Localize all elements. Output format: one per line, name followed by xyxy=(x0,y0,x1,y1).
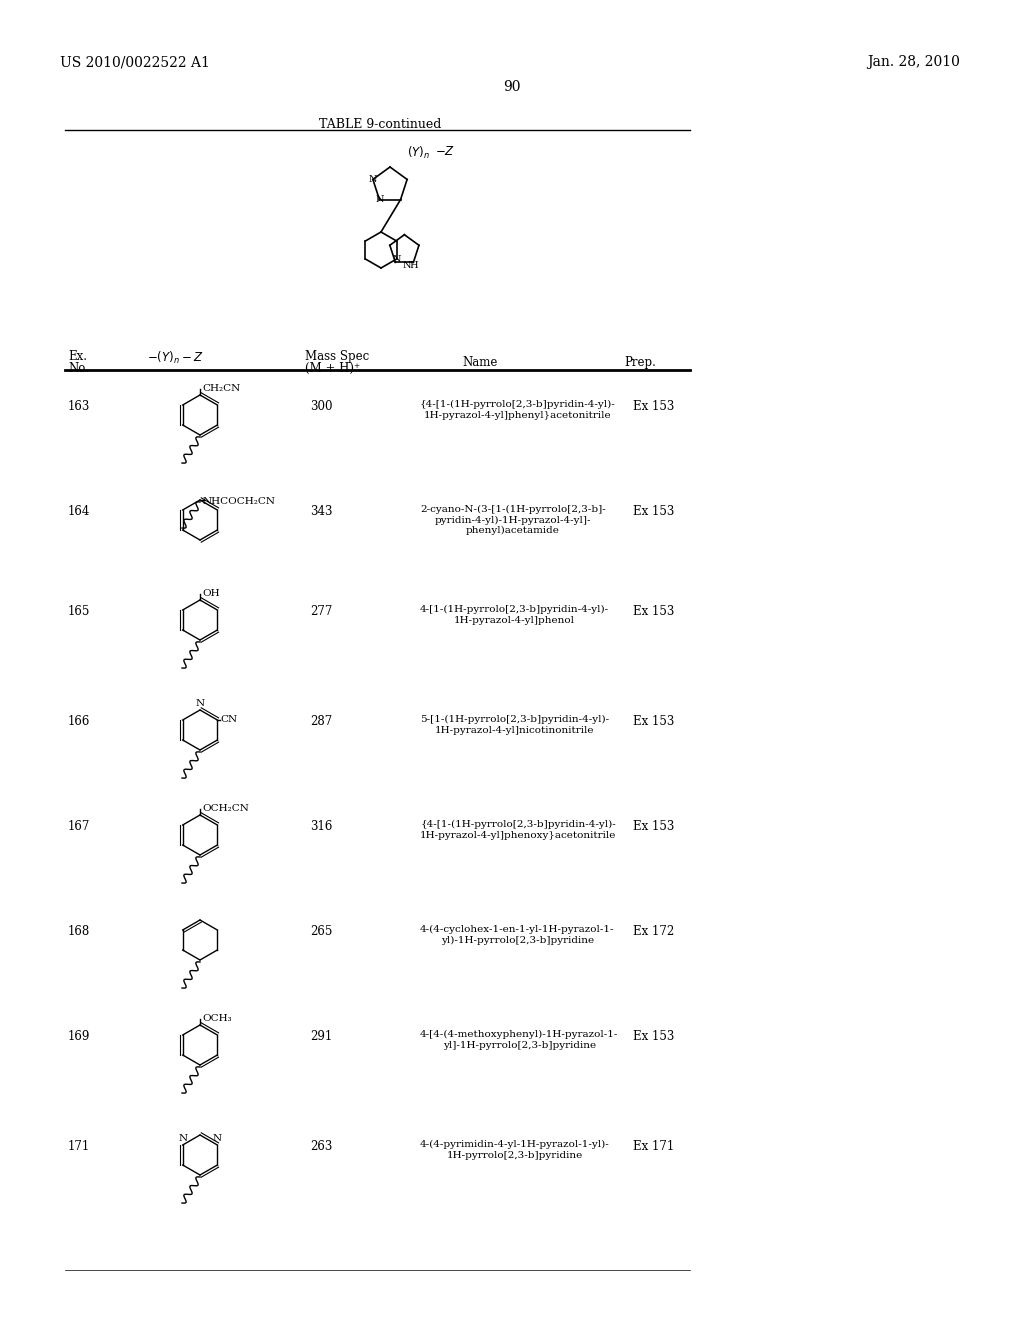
Text: 4-(4-cyclohex-1-en-1-yl-1H-pyrazol-1-
yl)-1H-pyrrolo[2,3-b]pyridine: 4-(4-cyclohex-1-en-1-yl-1H-pyrazol-1- yl… xyxy=(420,925,614,945)
Text: CN: CN xyxy=(220,715,238,725)
Text: 300: 300 xyxy=(310,400,333,413)
Text: N: N xyxy=(392,255,400,264)
Text: Ex 153: Ex 153 xyxy=(633,506,675,517)
Text: Ex 153: Ex 153 xyxy=(633,605,675,618)
Text: Ex 171: Ex 171 xyxy=(633,1140,674,1152)
Text: Mass Spec: Mass Spec xyxy=(305,350,370,363)
Text: N: N xyxy=(375,195,384,205)
Text: N: N xyxy=(196,700,205,708)
Text: $-(Y)_n-Z$: $-(Y)_n-Z$ xyxy=(146,350,204,366)
Text: 4-[1-(1H-pyrrolo[2,3-b]pyridin-4-yl)-
1H-pyrazol-4-yl]phenol: 4-[1-(1H-pyrrolo[2,3-b]pyridin-4-yl)- 1H… xyxy=(420,605,609,624)
Text: 165: 165 xyxy=(68,605,90,618)
Text: 291: 291 xyxy=(310,1030,332,1043)
Text: N: N xyxy=(402,261,412,269)
Text: 166: 166 xyxy=(68,715,90,729)
Text: (M + H)⁺: (M + H)⁺ xyxy=(305,362,360,375)
Text: N: N xyxy=(213,1134,222,1143)
Text: 167: 167 xyxy=(68,820,90,833)
Text: Jan. 28, 2010: Jan. 28, 2010 xyxy=(867,55,961,69)
Text: $-Z$: $-Z$ xyxy=(435,145,455,158)
Text: Ex 172: Ex 172 xyxy=(633,925,674,939)
Text: 90: 90 xyxy=(503,81,521,94)
Text: Ex 153: Ex 153 xyxy=(633,400,675,413)
Text: Ex.: Ex. xyxy=(68,350,87,363)
Text: NHCOCH₂CN: NHCOCH₂CN xyxy=(203,498,276,507)
Text: 2-cyano-N-(3-[1-(1H-pyrrolo[2,3-b]-
pyridin-4-yl)-1H-pyrazol-4-yl]-
phenyl)aceta: 2-cyano-N-(3-[1-(1H-pyrrolo[2,3-b]- pyri… xyxy=(420,506,606,535)
Text: 169: 169 xyxy=(68,1030,90,1043)
Text: 287: 287 xyxy=(310,715,332,729)
Text: 4-(4-pyrimidin-4-yl-1H-pyrazol-1-yl)-
1H-pyrrolo[2,3-b]pyridine: 4-(4-pyrimidin-4-yl-1H-pyrazol-1-yl)- 1H… xyxy=(420,1140,609,1159)
Text: 263: 263 xyxy=(310,1140,333,1152)
Text: 171: 171 xyxy=(68,1140,90,1152)
Text: 277: 277 xyxy=(310,605,333,618)
Text: TABLE 9-continued: TABLE 9-continued xyxy=(318,117,441,131)
Text: {4-[1-(1H-pyrrolo[2,3-b]pyridin-4-yl)-
1H-pyrazol-4-yl]phenyl}acetonitrile: {4-[1-(1H-pyrrolo[2,3-b]pyridin-4-yl)- 1… xyxy=(420,400,615,420)
Text: Name: Name xyxy=(462,356,498,370)
Text: 265: 265 xyxy=(310,925,333,939)
Text: OCH₂CN: OCH₂CN xyxy=(202,804,249,813)
Text: US 2010/0022522 A1: US 2010/0022522 A1 xyxy=(60,55,210,69)
Text: 316: 316 xyxy=(310,820,333,833)
Text: 163: 163 xyxy=(68,400,90,413)
Text: OH: OH xyxy=(202,589,219,598)
Text: {4-[1-(1H-pyrrolo[2,3-b]pyridin-4-yl)-
1H-pyrazol-4-yl]phenoxy}acetonitrile: {4-[1-(1H-pyrrolo[2,3-b]pyridin-4-yl)- 1… xyxy=(420,820,616,840)
Text: N: N xyxy=(178,1134,187,1143)
Text: 5-[1-(1H-pyrrolo[2,3-b]pyridin-4-yl)-
1H-pyrazol-4-yl]nicotinonitrile: 5-[1-(1H-pyrrolo[2,3-b]pyridin-4-yl)- 1H… xyxy=(420,715,609,734)
Text: OCH₃: OCH₃ xyxy=(202,1014,231,1023)
Text: 343: 343 xyxy=(310,506,333,517)
Text: No.: No. xyxy=(68,362,89,375)
Text: Prep.: Prep. xyxy=(624,356,656,370)
Text: CH₂CN: CH₂CN xyxy=(202,384,241,393)
Text: Ex 153: Ex 153 xyxy=(633,820,675,833)
Text: $(Y)_{n}$: $(Y)_{n}$ xyxy=(407,145,430,161)
Text: 4-[4-(4-methoxyphenyl)-1H-pyrazol-1-
yl]-1H-pyrrolo[2,3-b]pyridine: 4-[4-(4-methoxyphenyl)-1H-pyrazol-1- yl]… xyxy=(420,1030,618,1049)
Text: 168: 168 xyxy=(68,925,90,939)
Text: Ex 153: Ex 153 xyxy=(633,1030,675,1043)
Text: Ex 153: Ex 153 xyxy=(633,715,675,729)
Text: N: N xyxy=(369,176,377,183)
Text: 164: 164 xyxy=(68,506,90,517)
Text: H: H xyxy=(409,261,418,269)
